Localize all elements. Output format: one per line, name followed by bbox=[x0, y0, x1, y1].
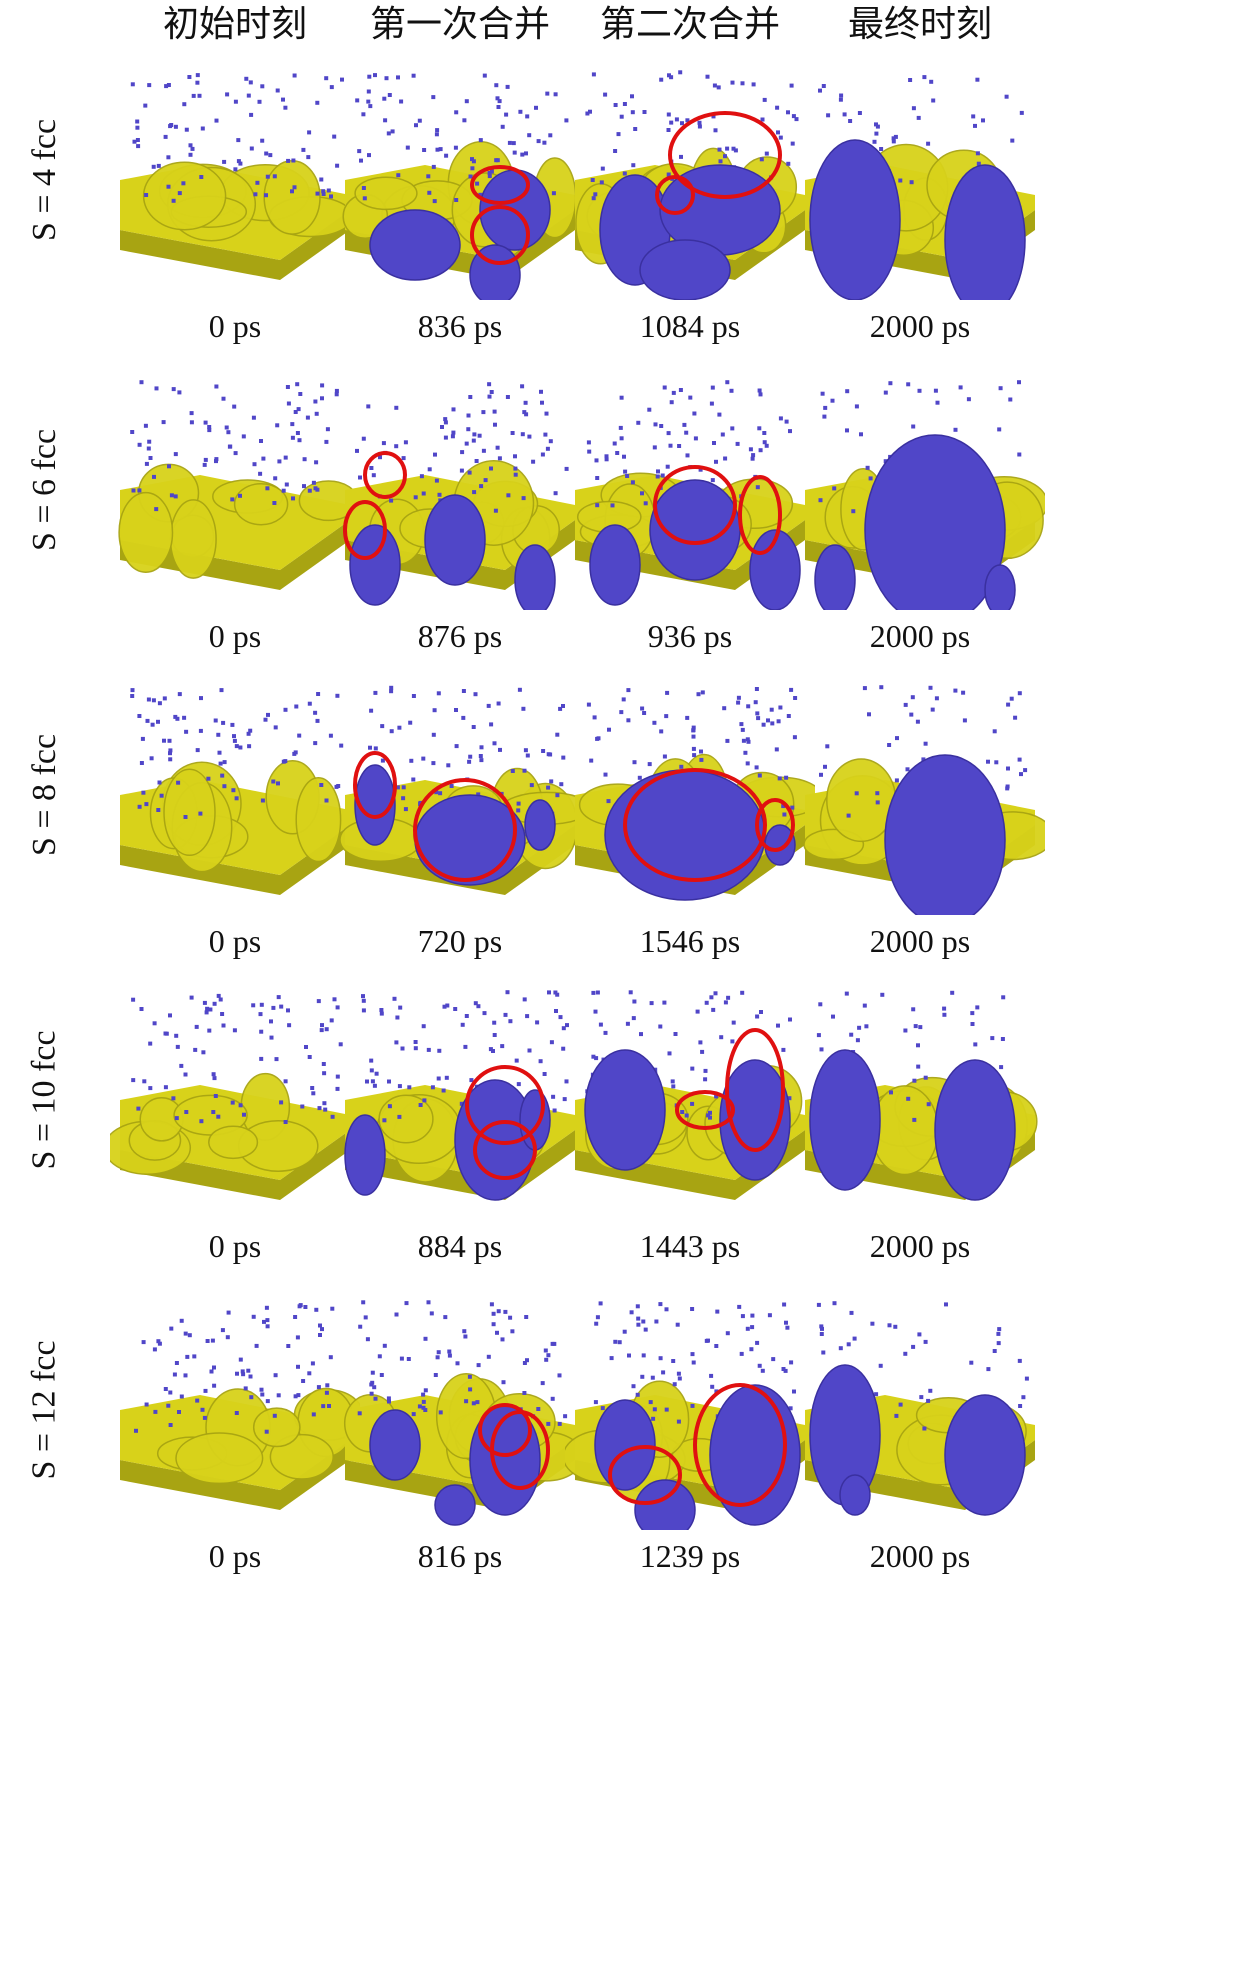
simulation-snapshot bbox=[795, 60, 1045, 300]
time-label: 720 ps bbox=[417, 923, 503, 959]
row-label-text: S = 12 fcc bbox=[26, 1340, 63, 1480]
time-label: 0 ps bbox=[208, 308, 262, 344]
row-label-text: S = 6 fcc bbox=[26, 428, 63, 552]
simulation-snapshot bbox=[565, 60, 815, 300]
time-label: 2000 ps bbox=[869, 1538, 971, 1574]
time-label: 1239 ps bbox=[639, 1538, 741, 1574]
simulation-snapshot bbox=[335, 980, 585, 1220]
time-label: 936 ps bbox=[647, 618, 733, 654]
row-label-text: S = 10 fcc bbox=[26, 1030, 63, 1170]
time-label: 1084 ps bbox=[639, 308, 741, 344]
time-label: 876 ps bbox=[417, 618, 503, 654]
simulation-snapshot bbox=[565, 980, 815, 1220]
simulation-snapshot bbox=[110, 370, 360, 610]
simulation-snapshot bbox=[795, 1290, 1045, 1530]
time-label: 0 ps bbox=[208, 1538, 262, 1574]
row-label-4: S = 10 fcc bbox=[0, 980, 90, 1220]
simulation-snapshot bbox=[795, 980, 1045, 1220]
simulation-snapshot bbox=[110, 1290, 360, 1530]
time-label: 816 ps bbox=[417, 1538, 503, 1574]
time-label: 1546 ps bbox=[639, 923, 741, 959]
simulation-snapshot bbox=[110, 675, 360, 915]
column-header-3: 第二次合并 bbox=[599, 4, 780, 45]
time-label: 2000 ps bbox=[869, 1228, 971, 1264]
simulation-snapshot bbox=[565, 1290, 815, 1530]
simulation-snapshot bbox=[795, 370, 1045, 610]
column-header-1: 初始时刻 bbox=[162, 4, 307, 45]
simulation-snapshot bbox=[335, 60, 585, 300]
time-label: 836 ps bbox=[417, 308, 503, 344]
time-label: 0 ps bbox=[208, 618, 262, 654]
time-label: 2000 ps bbox=[869, 923, 971, 959]
simulation-snapshot bbox=[335, 675, 585, 915]
row-label-5: S = 12 fcc bbox=[0, 1290, 90, 1530]
row-label-3: S = 8 fcc bbox=[0, 675, 90, 915]
simulation-snapshot bbox=[565, 370, 815, 610]
row-label-2: S = 6 fcc bbox=[0, 370, 90, 610]
time-label: 2000 ps bbox=[869, 618, 971, 654]
simulation-snapshot bbox=[565, 675, 815, 915]
simulation-snapshot bbox=[335, 370, 585, 610]
row-label-text: S = 8 fcc bbox=[26, 733, 63, 857]
time-label: 1443 ps bbox=[639, 1228, 741, 1264]
row-label-1: S = 4 fcc bbox=[0, 60, 90, 300]
time-label: 884 ps bbox=[417, 1228, 503, 1264]
simulation-snapshot bbox=[795, 675, 1045, 915]
column-header-2: 第一次合并 bbox=[369, 4, 550, 45]
simulation-snapshot bbox=[110, 60, 360, 300]
simulation-snapshot bbox=[335, 1290, 585, 1530]
column-header-4: 最终时刻 bbox=[847, 4, 992, 45]
row-label-text: S = 4 fcc bbox=[26, 118, 63, 242]
time-label: 0 ps bbox=[208, 923, 262, 959]
time-label: 0 ps bbox=[208, 1228, 262, 1264]
simulation-snapshot bbox=[110, 980, 360, 1220]
time-label: 2000 ps bbox=[869, 308, 971, 344]
